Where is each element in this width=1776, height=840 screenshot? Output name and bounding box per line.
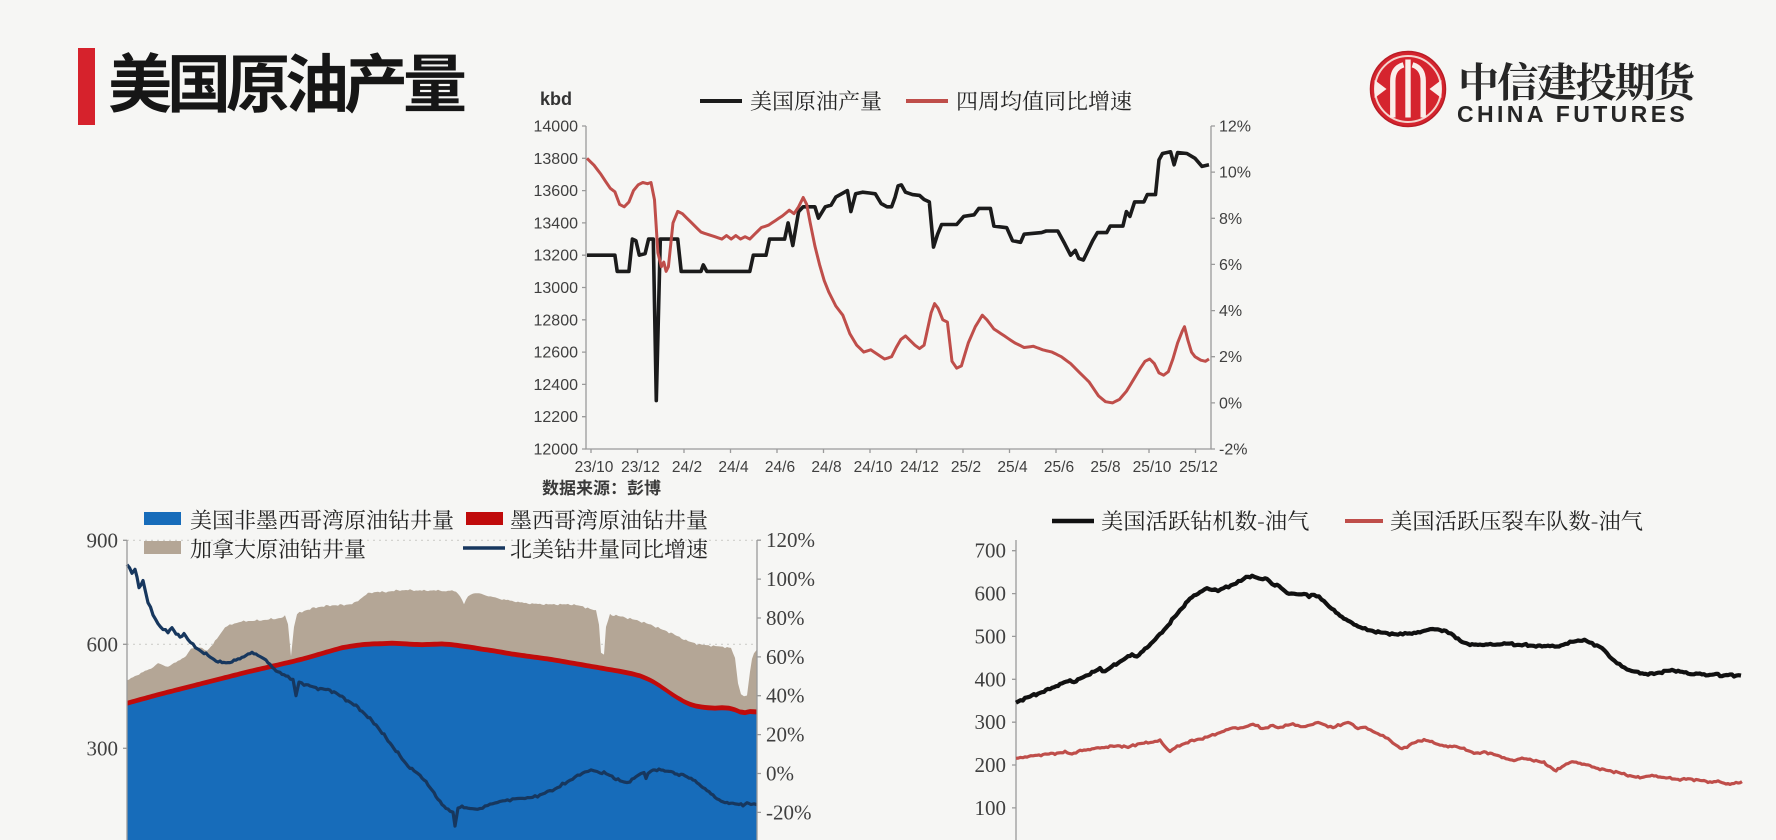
svg-text:25/6: 25/6 [1044, 459, 1074, 476]
svg-text:500: 500 [975, 624, 1007, 648]
svg-text:kbd: kbd [540, 89, 572, 109]
svg-text:100%: 100% [766, 567, 815, 591]
svg-text:24/4: 24/4 [718, 459, 749, 476]
svg-text:100: 100 [975, 796, 1007, 820]
svg-text:300: 300 [975, 710, 1007, 734]
svg-text:12200: 12200 [534, 409, 579, 426]
svg-text:-20%: -20% [766, 800, 812, 824]
svg-text:14000: 14000 [534, 119, 579, 136]
svg-text:24/10: 24/10 [854, 459, 893, 476]
svg-text:12600: 12600 [534, 345, 579, 362]
svg-text:CHINA FUTURES: CHINA FUTURES [1457, 101, 1688, 127]
svg-text:400: 400 [975, 667, 1007, 691]
svg-text:200: 200 [975, 753, 1007, 777]
svg-text:12000: 12000 [534, 442, 579, 459]
svg-text:12800: 12800 [534, 312, 579, 329]
svg-text:40%: 40% [766, 684, 805, 708]
svg-text:4%: 4% [1219, 303, 1242, 320]
svg-text:24/2: 24/2 [672, 459, 702, 476]
svg-text:0%: 0% [766, 762, 794, 786]
svg-text:300: 300 [87, 736, 119, 760]
svg-text:25/8: 25/8 [1090, 459, 1120, 476]
svg-text:8%: 8% [1219, 211, 1242, 228]
svg-text:23/10: 23/10 [575, 459, 614, 476]
svg-text:12400: 12400 [534, 377, 579, 394]
svg-text:80%: 80% [766, 606, 805, 630]
svg-text:10%: 10% [1219, 165, 1251, 182]
svg-text:23/12: 23/12 [621, 459, 660, 476]
svg-text:25/2: 25/2 [951, 459, 981, 476]
svg-text:24/6: 24/6 [765, 459, 795, 476]
svg-text:120%: 120% [766, 528, 815, 552]
svg-text:6%: 6% [1219, 257, 1242, 274]
svg-text:700: 700 [975, 539, 1007, 563]
svg-text:25/12: 25/12 [1179, 459, 1218, 476]
svg-text:600: 600 [87, 632, 119, 656]
svg-text:25/4: 25/4 [997, 459, 1028, 476]
svg-text:60%: 60% [766, 645, 805, 669]
svg-text:12%: 12% [1219, 119, 1251, 136]
svg-text:24/12: 24/12 [900, 459, 939, 476]
svg-text:-2%: -2% [1219, 442, 1247, 459]
svg-text:13800: 13800 [534, 151, 579, 168]
svg-text:13200: 13200 [534, 248, 579, 265]
svg-text:24/8: 24/8 [811, 459, 841, 476]
svg-text:13400: 13400 [534, 215, 579, 232]
svg-text:2%: 2% [1219, 349, 1242, 366]
svg-text:13600: 13600 [534, 183, 579, 200]
svg-text:600: 600 [975, 582, 1007, 606]
svg-text:13000: 13000 [534, 280, 579, 297]
svg-text:0%: 0% [1219, 395, 1242, 412]
svg-text:20%: 20% [766, 723, 805, 747]
svg-text:25/10: 25/10 [1133, 459, 1172, 476]
svg-text:900: 900 [87, 528, 119, 552]
